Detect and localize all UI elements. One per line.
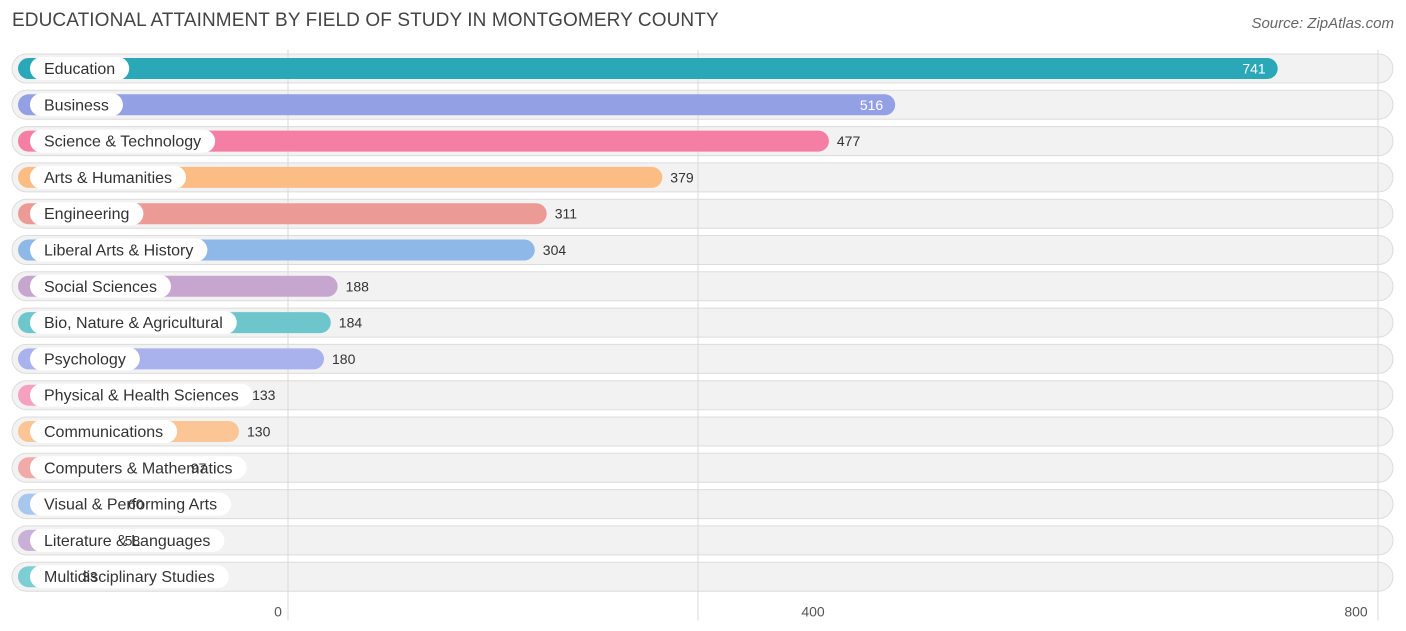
row-background [11,416,1394,447]
bar [18,58,1278,79]
value-label: 311 [555,206,578,222]
source-note: Source: ZipAtlas.com [1251,15,1394,32]
bar-group: Physical & Health Sciences 133 [18,383,276,407]
row-background [11,452,1394,483]
value-label: 180 [332,351,356,367]
row-background [11,380,1394,411]
bar [18,203,547,225]
category-label: Psychology [44,351,126,368]
category-pill [30,202,144,226]
category-label: Social Sciences [44,279,157,296]
category-pill [30,528,225,552]
value-label: 741 [1242,61,1266,77]
category-label: Bio, Nature & Agricultural [44,315,223,332]
bar-group: Bio, Nature & Agricultural 184 [18,311,363,335]
category-pill [30,383,253,407]
category-pill [30,93,123,117]
bar-group: Social Sciences 188 [18,274,370,298]
row-background [11,489,1394,520]
category-pill [30,274,171,298]
category-pill [30,565,229,589]
category-pill [30,456,247,480]
tick-label: 800 [1344,604,1368,620]
tick-label: 400 [801,604,825,620]
value-label: 516 [860,97,884,113]
value-label: 304 [543,242,567,258]
bar-group: Liberal Arts & History 304 [18,238,567,262]
bar [18,130,829,152]
category-label: Engineering [44,206,129,223]
category-label: Physical & Health Sciences [44,388,239,405]
row-background [11,343,1394,374]
category-pill [30,311,237,335]
value-label: 477 [837,133,861,149]
chart-title: EDUCATIONAL ATTAINMENT BY FIELD OF STUDY… [12,10,719,31]
bar-group: Communications 130 [18,420,271,443]
value-label: 58 [125,532,141,548]
value-label: 188 [346,278,370,294]
category-label: Liberal Arts & History [44,243,193,260]
bars: Education 741 Business 516 Science & Technol… [18,57,1278,589]
bar [18,94,896,116]
category-pill [30,129,216,153]
category-pill [30,238,208,262]
row-background [11,271,1394,302]
category-label: Science & Technology [44,134,201,151]
category-label: Education [44,61,115,78]
category-pill [30,165,187,189]
category-label: Computers & Mathematics [44,460,233,477]
row-background [11,525,1394,556]
bar-group: Education 741 [18,57,1278,80]
bar-group: Science & Technology 477 [18,129,861,153]
bar-group: Business 516 [18,93,896,117]
category-label: Communications [44,424,163,441]
category-label: Business [44,97,109,114]
category-pill [30,57,130,80]
value-label: 379 [670,169,694,185]
category-label: Multidisciplinary Studies [44,569,215,586]
value-label: 97 [191,460,207,476]
value-label: 33 [82,569,98,585]
bar-group: Arts & Humanities 379 [18,165,694,189]
value-label: 184 [339,315,363,331]
bar-group: Psychology 180 [18,347,356,371]
row-background [11,561,1394,592]
bar-group: Engineering 311 [18,202,578,226]
value-label: 60 [128,496,144,512]
category-label: Visual & Performing Arts [44,497,217,514]
category-pill [30,420,178,443]
value-label: 133 [252,387,276,403]
x-axis-ticks: 0 400 800 [274,604,1368,620]
category-pill [30,347,140,371]
category-pill [30,492,232,516]
row-background [11,307,1394,338]
value-label: 130 [247,424,271,440]
tick-label: 0 [274,604,282,620]
category-label: Arts & Humanities [44,170,172,187]
category-label: Literature & Languages [44,533,210,550]
